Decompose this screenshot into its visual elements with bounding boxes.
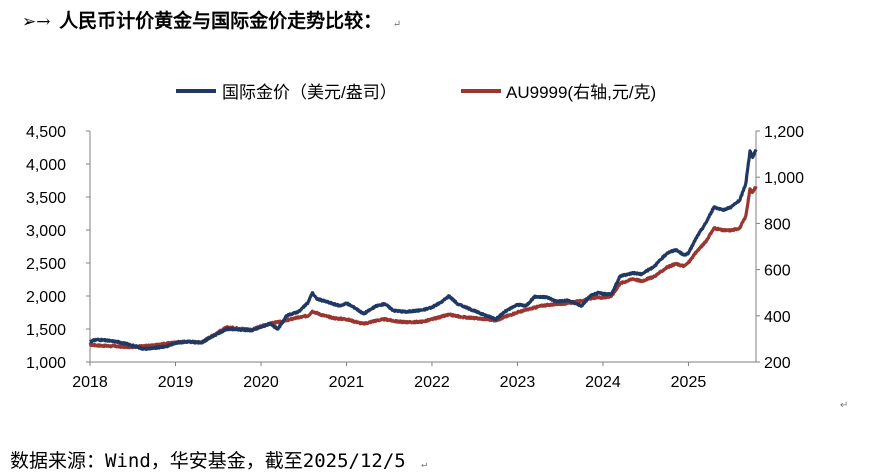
right-y-tick-label: 600 [764, 263, 791, 280]
left-y-tick-label: 4,000 [26, 157, 66, 174]
right-y-tick-label: 1,000 [764, 170, 804, 187]
arrow-bullet-icon: ➢→ [22, 12, 51, 32]
return-mark-icon: ↵ [840, 400, 849, 411]
return-mark-icon: ↵ [421, 459, 428, 470]
right-y-tick-label: 800 [764, 216, 791, 233]
legend-label-au9999: AU9999(右轴,元/克) [506, 83, 656, 102]
chart-heading: ➢→ 人民币计价黄金与国际金价走势比较： ↵ [22, 6, 401, 33]
chart-heading-text: 人民币计价黄金与国际金价走势比较： [59, 10, 383, 32]
x-tick-label: 2018 [72, 374, 108, 391]
left-y-tick-label: 2,500 [26, 256, 66, 273]
left-y-tick-label: 4,500 [26, 124, 66, 141]
right-y-tick-label: 1,200 [764, 124, 804, 141]
x-tick-label: 2025 [671, 374, 707, 391]
left-y-tick-label: 1,000 [26, 355, 66, 372]
x-tick-label: 2021 [329, 374, 365, 391]
legend-label-intl-gold: 国际金价（美元/盎司） [222, 83, 397, 102]
left-y-tick-label: 3,000 [26, 223, 66, 240]
data-source-text: 数据来源：Wind，华安基金，截至2025/12/5 [10, 450, 406, 472]
right-y-tick-label: 400 [764, 309, 791, 326]
x-tick-label: 2022 [414, 374, 450, 391]
left-y-tick-label: 1,500 [26, 322, 66, 339]
right-y-tick-label: 200 [764, 355, 791, 372]
data-source-note: 数据来源：Wind，华安基金，截至2025/12/5 ↵ [10, 446, 427, 473]
axes: 1,000 1,500 2,000 2,500 3,000 3,500 4,000 4,500… [26, 124, 804, 391]
left-y-tick-label: 2,000 [26, 289, 66, 306]
x-tick-label: 2023 [500, 374, 536, 391]
x-tick-label: 2019 [158, 374, 194, 391]
return-mark-icon: ↵ [392, 19, 402, 30]
left-y-tick-label: 3,500 [26, 190, 66, 207]
x-tick-label: 2020 [243, 374, 279, 391]
plot-area [88, 148, 758, 351]
legend: 国际金价（美元/盎司） AU9999(右轴,元/克) [176, 83, 656, 102]
x-tick-label: 2024 [585, 374, 621, 391]
series-line-intl-gold [88, 148, 758, 351]
